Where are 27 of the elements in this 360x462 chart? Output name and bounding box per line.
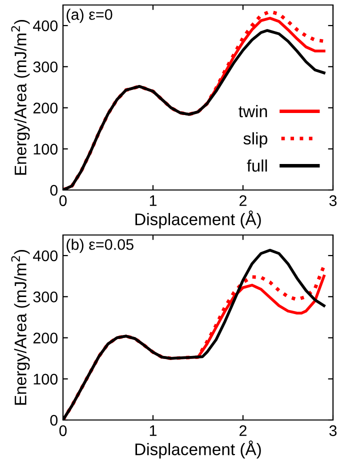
y-tick-label: 0 [50,414,58,426]
x-tick-label: 3 [329,195,337,206]
legend-label: slip [243,132,268,148]
y-axis-title: Energy/Area (mJ/m$^{2}$) [11,250,30,405]
y-tick-label: 200 [33,102,58,114]
x-tick-label: 2 [240,425,246,436]
legend-label: twin [238,105,267,118]
x-tick-label: 1 [150,195,157,206]
x-axis-title: Displacement (Å) [135,440,261,459]
y-axis-title: Energy/Area (mJ/m$^{2}$) [11,20,30,175]
y-tick-label: 200 [33,332,58,344]
chart-title: (b) ε=0.05 [66,238,134,253]
x-axis-title: Displacement (Å) [135,210,261,229]
x-tick-label: 2 [240,195,246,206]
y-tick-label: 300 [33,62,58,72]
y-tick-label: 400 [33,250,58,262]
x-tick-label: 0 [59,425,67,436]
y-tick-label: 100 [34,374,58,385]
y-tick-label: 100 [34,144,58,155]
legend-label: full [246,159,267,172]
x-tick-label: 1 [150,425,157,436]
chart-title: (a) ε=0 [66,8,112,23]
y-tick-label: 300 [33,292,58,302]
y-tick-label: 0 [50,184,58,196]
y-tick-label: 400 [33,20,58,32]
x-tick-label: 3 [329,425,337,436]
x-tick-label: 0 [59,195,67,206]
